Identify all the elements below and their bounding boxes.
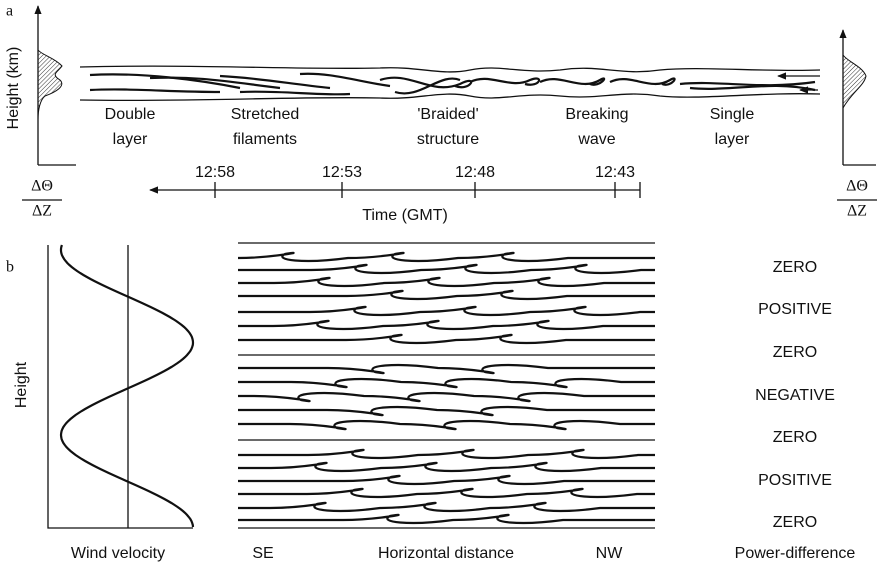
- layer-line: [238, 319, 655, 331]
- time-axis-label: Time (GMT): [362, 207, 448, 224]
- layer-line: [238, 419, 655, 431]
- layer-stroke: [394, 77, 461, 95]
- stage-label: Breaking: [565, 106, 628, 123]
- layer-stroke: [219, 74, 331, 90]
- stage-label: 'Braided': [417, 106, 478, 123]
- layer-line: [238, 305, 655, 317]
- layer-line: [238, 377, 655, 389]
- layer-line: [238, 461, 655, 473]
- gradient-denominator: ΔZ: [32, 203, 52, 220]
- profile: [842, 53, 867, 110]
- time-tick-label: 12:43: [595, 164, 635, 181]
- power-label: POSITIVE: [758, 301, 832, 318]
- layer-stroke: [79, 65, 821, 73]
- layer-line: [238, 289, 655, 301]
- layer-line: [238, 405, 655, 417]
- time-tick-label: 12:48: [455, 164, 495, 181]
- stage-label: structure: [417, 131, 479, 148]
- layer-line: [238, 363, 655, 375]
- power-label: ZERO: [773, 429, 817, 446]
- panel-label: b: [6, 259, 14, 276]
- power-label: NEGATIVE: [755, 387, 835, 404]
- layer-band: [79, 65, 821, 102]
- layer-stroke: [379, 76, 473, 89]
- stage-label: Single: [710, 106, 755, 123]
- profile: [37, 48, 63, 121]
- layer-stroke: [689, 84, 816, 92]
- stage-label: layer: [715, 131, 750, 148]
- layer-stroke: [149, 76, 281, 90]
- layer-line: [238, 487, 655, 499]
- layer-stroke: [89, 88, 221, 94]
- layer-lines: [237, 242, 655, 529]
- time-tick-label: 12:58: [195, 164, 235, 181]
- layer-stroke: [79, 93, 821, 102]
- stage-label: Double: [105, 106, 156, 123]
- axis-label: Wind velocity: [71, 545, 165, 562]
- layer-stroke: [239, 90, 351, 96]
- layer-line: [238, 474, 655, 486]
- layer-stroke: [679, 80, 816, 87]
- direction-label: SE: [252, 545, 273, 562]
- panel-label: a: [6, 3, 13, 20]
- layer-stroke: [609, 77, 676, 86]
- axis-label: Horizontal distance: [378, 545, 514, 562]
- stage-label: wave: [577, 131, 615, 148]
- layer-stroke: [299, 72, 391, 88]
- axis-label: Power-difference: [735, 545, 856, 562]
- layer-line: [238, 333, 655, 345]
- stage-label: filaments: [233, 131, 297, 148]
- gradient-numerator: ΔΘ: [31, 178, 53, 195]
- axis: [47, 245, 193, 529]
- layer-line: [238, 448, 655, 460]
- wind-profile: [59, 244, 195, 528]
- stage-label: Stretched: [231, 106, 299, 123]
- layer-line: [238, 276, 655, 288]
- layer-line: [238, 263, 655, 275]
- power-label: POSITIVE: [758, 472, 832, 489]
- power-label: ZERO: [773, 259, 817, 276]
- time-tick-label: 12:53: [322, 164, 362, 181]
- gradient-denominator: ΔZ: [847, 203, 867, 220]
- direction-label: NW: [596, 545, 624, 562]
- layer-line: [238, 513, 655, 525]
- layer-line: [238, 391, 655, 403]
- layer-stroke: [539, 77, 606, 86]
- layer-stroke: [469, 77, 541, 86]
- power-label: ZERO: [773, 514, 817, 531]
- layer-line: [238, 501, 655, 513]
- y-axis-label: Height: [13, 361, 30, 408]
- power-label: ZERO: [773, 344, 817, 361]
- y-axis-label: Height (km): [5, 47, 22, 130]
- gradient-numerator: ΔΘ: [846, 178, 868, 195]
- stage-label: layer: [113, 131, 148, 148]
- layer-line: [237, 251, 655, 263]
